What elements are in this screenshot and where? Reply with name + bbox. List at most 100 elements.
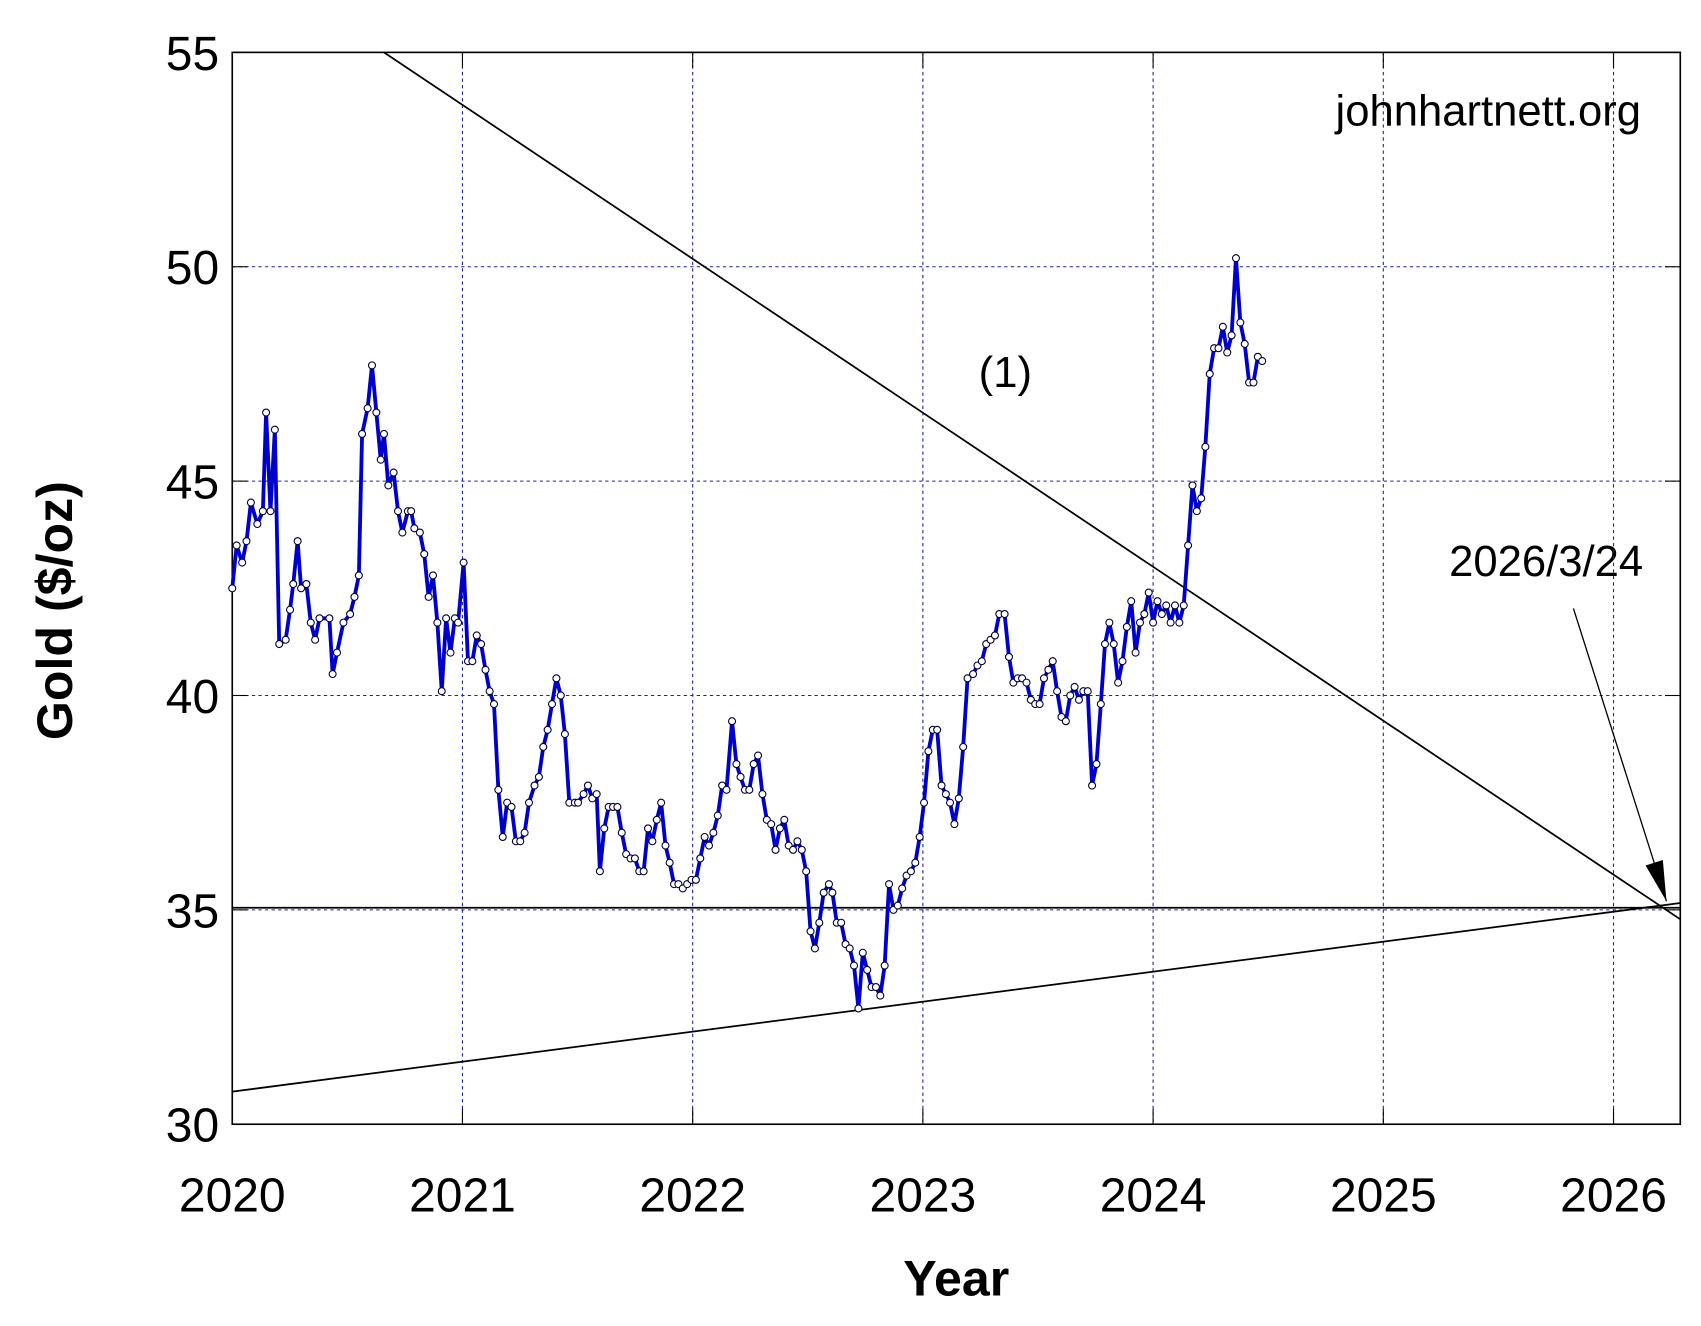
x-tick-label: 2021 — [409, 1169, 516, 1222]
price-marker — [969, 670, 978, 679]
price-marker — [389, 468, 398, 477]
price-marker — [358, 429, 367, 438]
price-marker — [477, 640, 486, 649]
price-marker — [384, 481, 393, 490]
price-marker — [534, 772, 543, 781]
price-marker — [1061, 717, 1070, 726]
price-marker — [246, 498, 255, 507]
price-marker — [767, 820, 776, 829]
price-marker — [1088, 781, 1097, 790]
x-tick-label: 2022 — [639, 1169, 746, 1222]
price-marker — [1201, 442, 1210, 451]
price-marker — [1205, 369, 1214, 378]
price-marker — [775, 824, 784, 833]
price-marker — [583, 781, 592, 790]
price-marker — [652, 815, 661, 824]
price-marker — [1188, 481, 1197, 490]
price-marker — [516, 837, 525, 846]
price-marker — [845, 944, 854, 953]
price-marker — [1118, 657, 1127, 666]
price-marker — [1114, 678, 1123, 687]
price-marker — [1048, 657, 1057, 666]
price-marker — [228, 584, 237, 593]
price-marker — [802, 867, 811, 876]
price-marker — [507, 802, 516, 812]
price-marker — [306, 618, 315, 627]
price-marker — [880, 961, 889, 970]
price-marker — [560, 730, 569, 739]
price-marker — [1083, 687, 1092, 696]
price-marker — [643, 824, 653, 833]
arrow-head — [1645, 860, 1667, 902]
price-marker — [898, 884, 907, 893]
price-marker — [630, 854, 639, 863]
x-tick-label: 2026 — [1560, 1169, 1667, 1222]
price-marker — [758, 790, 767, 799]
price-marker — [332, 648, 342, 657]
price-marker — [911, 858, 920, 867]
price-marker — [281, 635, 290, 644]
price-marker — [648, 837, 657, 846]
price-marker — [1122, 622, 1131, 631]
price-marker — [407, 507, 416, 516]
price-marker — [657, 798, 666, 807]
price-marker — [837, 918, 846, 927]
price-marker — [530, 781, 539, 790]
price-marker — [1236, 318, 1245, 327]
price-marker — [398, 528, 407, 537]
price-marker — [468, 657, 477, 666]
price-marker — [286, 605, 295, 614]
price-marker — [1000, 609, 1009, 619]
price-marker — [691, 875, 700, 884]
price-marker — [793, 837, 802, 846]
price-marker — [1214, 344, 1223, 353]
price-marker — [700, 832, 709, 842]
price-marker — [950, 820, 959, 829]
price-marker — [524, 798, 534, 807]
x-tick-label: 2020 — [179, 1169, 286, 1222]
price-marker — [346, 609, 355, 619]
price-marker — [1135, 618, 1145, 627]
price-marker — [270, 425, 279, 434]
price-marker — [1144, 588, 1153, 597]
price-marker — [1184, 541, 1193, 550]
price-marker — [325, 614, 334, 623]
price-marker — [481, 665, 490, 674]
price-marker — [1066, 691, 1075, 700]
price-marker — [376, 455, 385, 464]
price-marker — [749, 760, 758, 769]
price-marker — [728, 717, 737, 726]
price-marker — [354, 571, 363, 580]
price-marker — [339, 618, 348, 627]
price-marker — [258, 507, 267, 516]
price-marker — [696, 854, 705, 863]
price-marker — [1092, 760, 1101, 769]
price-marker — [854, 1004, 863, 1013]
price-marker — [819, 888, 828, 897]
price-marker — [858, 948, 867, 957]
price-marker — [393, 507, 403, 516]
price-marker — [1249, 378, 1258, 387]
price-marker — [573, 798, 583, 807]
price-marker — [797, 845, 806, 854]
price-marker — [232, 541, 241, 550]
price-marker — [262, 408, 271, 417]
price-marker — [494, 785, 503, 794]
price-marker — [1022, 678, 1031, 687]
price-marker — [498, 832, 507, 842]
price-marker — [297, 584, 306, 593]
price-marker — [780, 815, 789, 824]
price-marker — [754, 751, 763, 760]
price-marker — [539, 742, 548, 751]
price-marker — [459, 558, 468, 567]
price-marker — [1035, 700, 1044, 709]
price-marker — [367, 361, 377, 370]
price-marker — [520, 828, 529, 837]
y-tick-label: 35 — [166, 885, 219, 938]
price-marker — [709, 828, 718, 837]
trend-line — [383, 52, 1681, 921]
price-marker — [1166, 618, 1175, 627]
price-marker — [828, 888, 837, 897]
price-marker — [850, 961, 859, 970]
price-marker — [713, 811, 722, 820]
